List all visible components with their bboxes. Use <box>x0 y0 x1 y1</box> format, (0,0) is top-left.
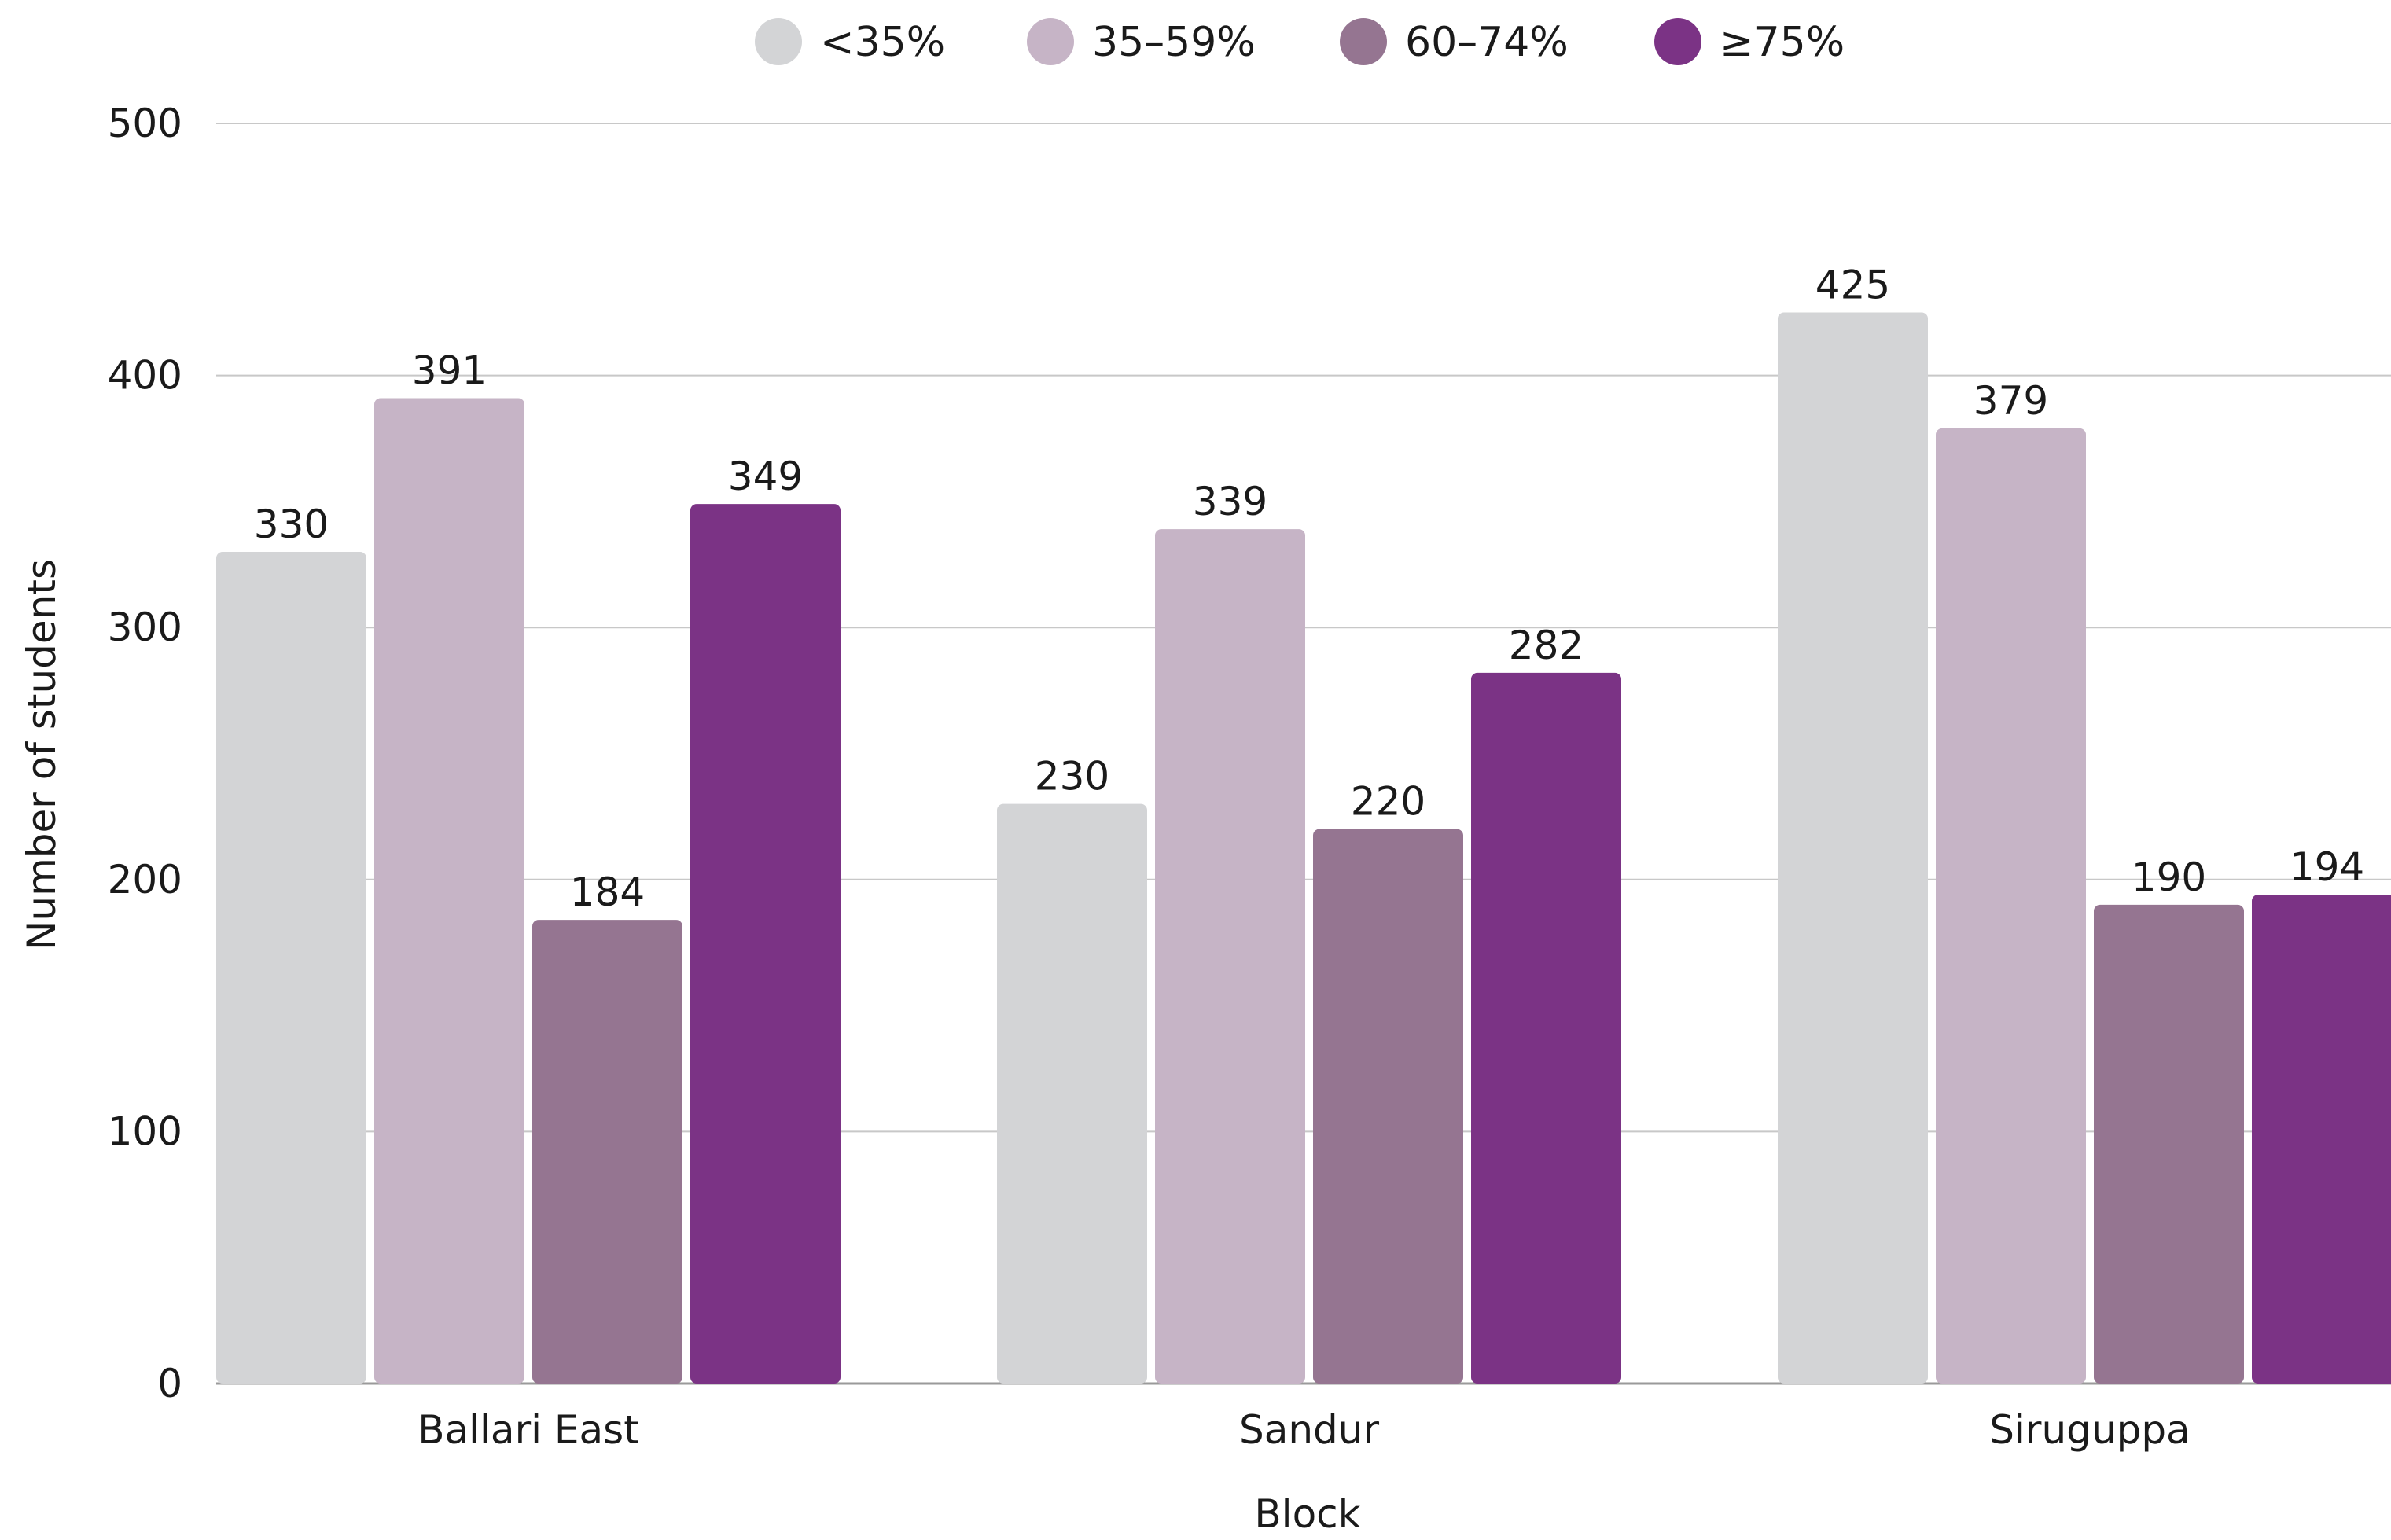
bar <box>374 398 524 1384</box>
bar <box>997 803 1147 1384</box>
bar <box>2252 895 2391 1384</box>
bar <box>1471 672 1621 1384</box>
data-label: 220 <box>1351 779 1425 825</box>
x-category-label: Sandur <box>1239 1407 1379 1453</box>
bar <box>1936 428 2086 1384</box>
data-label: 194 <box>2290 844 2364 890</box>
y-tick-label: 0 <box>157 1361 182 1406</box>
bar <box>2094 904 2244 1384</box>
bars <box>216 312 2391 1384</box>
x-category-label: Siruguppa <box>1989 1407 2190 1453</box>
legend-label: <35% <box>820 19 945 66</box>
x-category-label: Ballari East <box>418 1407 639 1453</box>
legend-swatch <box>755 18 802 65</box>
y-tick-label: 100 <box>108 1108 182 1154</box>
x-axis-categories: Ballari East Sandur Siruguppa <box>418 1407 2191 1453</box>
data-label: 282 <box>1509 623 1584 668</box>
bar <box>532 920 682 1384</box>
y-tick-label: 500 <box>108 101 182 146</box>
y-axis-ticks: 0 100 200 300 400 500 <box>108 101 182 1406</box>
data-label: 339 <box>1193 479 1267 524</box>
bar <box>690 504 841 1384</box>
y-axis-title: Number of students <box>19 559 64 950</box>
y-tick-label: 300 <box>108 605 182 650</box>
bar <box>1778 312 1928 1384</box>
legend-swatch <box>1340 18 1387 65</box>
data-label: 391 <box>412 347 487 393</box>
legend-label: 35–59% <box>1092 19 1256 66</box>
data-label: 349 <box>728 454 803 499</box>
data-label: 184 <box>570 869 645 915</box>
data-labels: 330 391 184 349 230 339 220 282 425 379 190 194 <box>254 262 2364 915</box>
y-tick-label: 200 <box>108 857 182 902</box>
bar <box>216 552 366 1384</box>
legend-swatch <box>1654 18 1701 65</box>
data-label: 330 <box>254 502 329 547</box>
data-label: 230 <box>1035 754 1109 799</box>
x-axis-title: Block <box>1254 1491 1360 1537</box>
legend: <35% 35–59% 60–74% ≥75% <box>755 18 1845 66</box>
legend-label: ≥75% <box>1720 19 1845 66</box>
legend-label: 60–74% <box>1405 19 1569 66</box>
y-tick-label: 400 <box>108 353 182 399</box>
bar <box>1313 829 1463 1384</box>
data-label: 379 <box>1973 378 2048 424</box>
legend-swatch <box>1027 18 1074 65</box>
bar <box>1155 529 1305 1384</box>
data-label: 425 <box>1815 262 1890 307</box>
data-label: 190 <box>2132 855 2206 900</box>
